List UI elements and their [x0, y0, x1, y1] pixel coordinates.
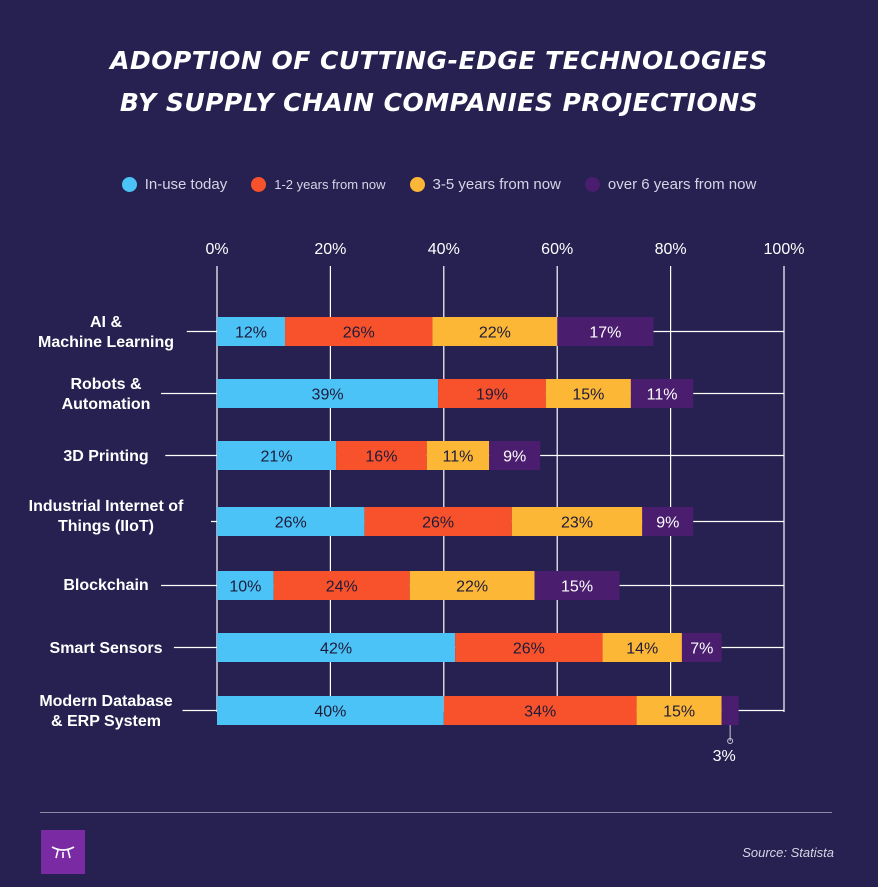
data-label: 17% — [589, 325, 621, 342]
legend-item-in-use: In-use today — [121, 176, 228, 193]
bar-segment — [630, 379, 694, 408]
x-tick-label: 40% — [428, 241, 460, 258]
bar-segment — [642, 507, 694, 536]
data-label: 12% — [235, 325, 267, 342]
legend-swatch — [584, 177, 600, 192]
category-label: AI & Machine Learning — [38, 314, 174, 351]
bar-segment — [721, 696, 739, 725]
legend-label: In-use today — [144, 176, 228, 193]
bar-segment — [285, 317, 433, 346]
category-label: 3D Printing — [63, 448, 148, 465]
bar-segment — [217, 507, 365, 536]
data-label: 11% — [443, 449, 474, 466]
bar-segment — [438, 379, 546, 408]
legend-item-over-6-years: over 6 years from now — [584, 176, 757, 193]
data-label: 39% — [312, 387, 344, 404]
bar-segment — [443, 696, 637, 725]
data-label: 40% — [314, 704, 346, 721]
data-label: 26% — [343, 325, 375, 342]
legend-item-1-2-years: 1-2 years from now — [251, 176, 386, 193]
bar-segment — [217, 441, 337, 470]
legend: In-use today 1-2 years from now 3-5 year… — [0, 176, 878, 193]
bar-segment — [545, 379, 631, 408]
bar-segment — [602, 633, 682, 662]
chart-title-line-2: BY SUPPLY CHAIN COMPANIES PROJECTIONS — [119, 88, 759, 117]
data-label: 9% — [656, 515, 679, 532]
bar-segment — [557, 317, 654, 346]
bar-segment — [409, 571, 535, 600]
bar-segment — [273, 571, 410, 600]
data-label: 24% — [326, 579, 358, 596]
data-label: 34% — [524, 704, 556, 721]
x-tick-label: 80% — [655, 241, 687, 258]
source-note: Source: Statista — [742, 845, 834, 860]
data-label: 22% — [456, 579, 488, 596]
footer-divider — [40, 812, 832, 813]
data-label: 42% — [320, 641, 352, 658]
bar-segment — [511, 507, 643, 536]
legend-label: 3-5 years from now — [432, 176, 561, 193]
data-label: 26% — [513, 641, 545, 658]
bar-segment — [217, 571, 274, 600]
data-label: 15% — [561, 579, 593, 596]
data-label: 22% — [479, 325, 511, 342]
stacked-bar-chart: 0% 20% 40% 60% 80% 100% AI & Machine Learning 12… — [29, 241, 805, 765]
brand-logo-icon — [51, 846, 75, 859]
category-label: Modern Database & ERP System — [39, 693, 172, 730]
legend-swatch — [121, 177, 137, 192]
data-label: 26% — [422, 515, 454, 532]
data-label: 16% — [365, 449, 397, 466]
legend-swatch — [409, 177, 425, 192]
data-label: 19% — [476, 387, 508, 404]
legend-label: 1-2 years from now — [274, 177, 386, 192]
data-label: 10% — [229, 579, 261, 596]
brand-logo — [41, 830, 85, 874]
data-label: 15% — [663, 704, 695, 721]
bar-segment — [489, 441, 541, 470]
data-label: 15% — [572, 387, 604, 404]
x-tick-label: 0% — [205, 241, 228, 258]
bar-segment — [217, 379, 439, 408]
data-label: 7% — [690, 641, 713, 658]
bar-segment — [217, 696, 444, 725]
legend-swatch — [251, 177, 267, 192]
legend-label: over 6 years from now — [607, 176, 757, 193]
category-label: Industrial Internet of Things (IIoT) — [29, 498, 184, 535]
data-label: 3% — [713, 748, 736, 765]
bar-segment — [455, 633, 603, 662]
bar-segment — [636, 696, 722, 725]
x-tick-label: 60% — [541, 241, 573, 258]
bar-segment — [364, 507, 512, 536]
data-label: 21% — [261, 449, 293, 466]
chart-title: ADOPTION OF CUTTING-EDGE TECHNOLOGIES BY… — [0, 40, 878, 124]
legend-item-3-5-years: 3-5 years from now — [409, 176, 561, 193]
bar-segment — [432, 317, 558, 346]
bar-segment — [217, 633, 456, 662]
data-label: 14% — [626, 641, 658, 658]
bar-segment — [336, 441, 427, 470]
category-label: Blockchain — [63, 577, 148, 594]
data-label: 26% — [275, 515, 307, 532]
data-label-leader-dot — [727, 738, 734, 744]
category-label: Smart Sensors — [50, 640, 163, 657]
data-label: 11% — [647, 387, 678, 404]
bar-segment — [534, 571, 620, 600]
bar-segment — [426, 441, 490, 470]
x-tick-label: 20% — [314, 241, 346, 258]
x-tick-label: 100% — [764, 241, 805, 258]
data-label: 23% — [561, 515, 593, 532]
bar-segment — [681, 633, 722, 662]
category-label: Robots & Automation — [62, 376, 151, 413]
bar-segment — [217, 317, 286, 346]
data-label: 9% — [503, 449, 526, 466]
chart-title-line-1: ADOPTION OF CUTTING-EDGE TECHNOLOGIES — [110, 46, 768, 75]
